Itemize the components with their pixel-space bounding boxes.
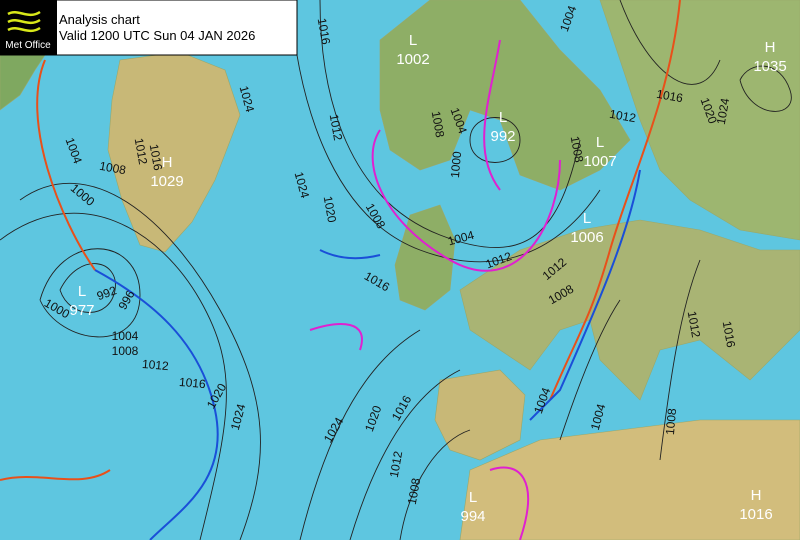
header-box: Met Office Analysis chart Valid 1200 UTC…	[0, 0, 298, 56]
isobar-label: 1008	[663, 407, 679, 435]
isobar-label: 1016	[315, 17, 333, 46]
isobar-label: 1016	[720, 320, 738, 349]
center-kind: L	[596, 134, 604, 151]
center-pressure: 1006	[570, 229, 603, 246]
isobar-label: 1008	[405, 477, 423, 506]
isobar-label: 1020	[321, 195, 339, 224]
isobar-label: 1016	[655, 87, 684, 105]
isobar-label: 1004	[588, 402, 609, 432]
isobar-label: 1012	[132, 137, 150, 166]
isobar-label: 1008	[112, 344, 139, 358]
logo-text: Met Office	[5, 40, 51, 51]
center-pressure: 977	[69, 302, 94, 319]
isobar-label: 1024	[237, 84, 258, 114]
isobar-label: 1016	[178, 375, 206, 391]
isobar-label: 992	[95, 283, 119, 303]
logo-box	[0, 0, 57, 55]
isobar-label: 1008	[98, 159, 127, 177]
center-kind: L	[469, 489, 477, 506]
isobar-label: 1008	[429, 110, 447, 139]
center-kind: H	[162, 154, 173, 171]
isobar-label: 1012	[387, 450, 405, 479]
center-kind: L	[499, 109, 507, 126]
chart-title: Analysis chart	[59, 12, 140, 27]
center-pressure: 1035	[753, 58, 786, 75]
fronts	[0, 0, 681, 540]
center-pressure: 1016	[739, 506, 772, 523]
center-pressure: 992	[490, 128, 515, 145]
isobar-label: 1024	[292, 170, 313, 200]
isobar-label: 1012	[685, 310, 703, 339]
isobar-label: 1000	[448, 150, 464, 178]
isobar-label: 1024	[714, 97, 732, 126]
center-kind: L	[409, 32, 417, 49]
isobar-label: 1012	[327, 113, 345, 142]
isobar-label: 1004	[112, 329, 139, 343]
isobar-label: 1012	[141, 357, 169, 373]
center-kind: H	[751, 487, 762, 504]
isobar-label: 1004	[446, 228, 476, 249]
logo-waves	[7, 10, 41, 33]
center-kind: L	[583, 210, 591, 227]
center-kind: L	[78, 283, 86, 300]
isobar-label: 1012	[608, 107, 637, 125]
center-pressure: 1007	[583, 153, 616, 170]
center-pressure: 1029	[150, 173, 183, 190]
isobar-label: 1008	[568, 135, 586, 164]
center-kind: H	[765, 39, 776, 56]
center-pressure: 994	[460, 508, 485, 525]
isobar-label: 1016	[147, 143, 165, 172]
valid-time: Valid 1200 UTC Sun 04 JAN 2026	[59, 28, 255, 43]
center-pressure: 1002	[396, 51, 429, 68]
isobar-label: 1024	[228, 402, 249, 432]
